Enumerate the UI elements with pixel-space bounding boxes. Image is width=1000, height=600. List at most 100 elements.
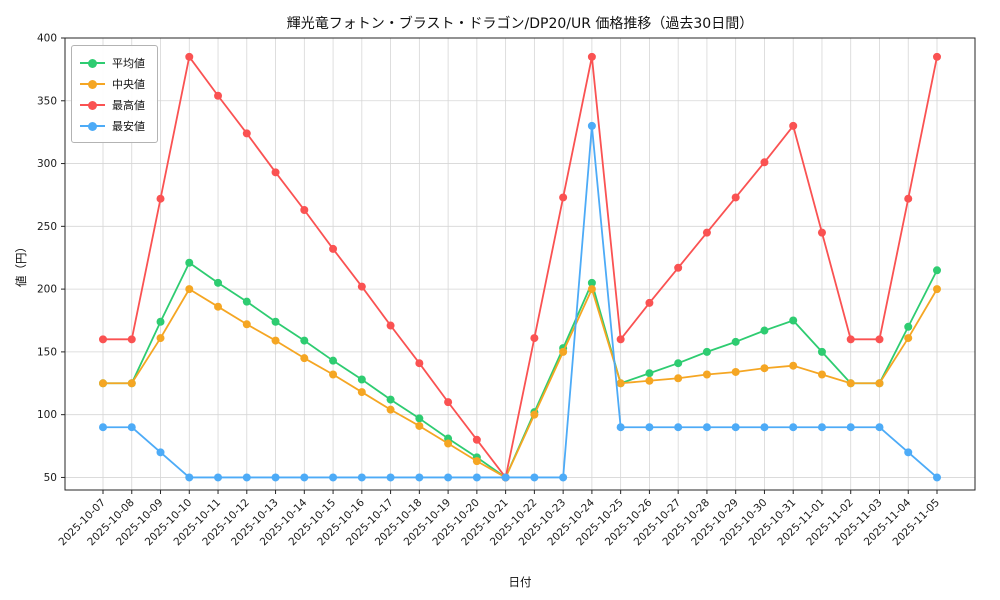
chart-title: 輝光竜フォトン・ブラスト・ドラゴン/DP20/UR 価格推移（過去30日間） <box>286 16 754 32</box>
series-min-marker <box>875 423 884 432</box>
y-tick-label: 400 <box>37 33 57 45</box>
series-average-marker <box>674 359 683 368</box>
series-average-marker <box>242 297 251 306</box>
series-median-marker <box>817 370 826 379</box>
series-min-marker <box>415 473 424 482</box>
series-average-marker <box>185 258 194 267</box>
y-tick-label: 200 <box>37 284 57 296</box>
series-average-marker <box>587 278 596 287</box>
series-average-marker <box>300 336 309 345</box>
legend: 平均値 中央値 最高値 最安値 <box>71 45 158 143</box>
series-median-marker <box>185 285 194 294</box>
series-min-marker <box>444 473 453 482</box>
series-max-marker <box>242 129 251 138</box>
series-min-marker <box>702 423 711 432</box>
series-median-marker <box>702 370 711 379</box>
series-min-marker <box>300 473 309 482</box>
series-median-marker <box>99 379 107 388</box>
series-max-marker <box>156 194 165 203</box>
series-median-marker <box>559 347 568 356</box>
series-min-marker <box>817 423 826 432</box>
series-max-marker <box>817 228 826 237</box>
series-max-marker <box>846 335 855 344</box>
y-tick-label: 100 <box>37 409 57 421</box>
series-average-marker <box>904 322 913 331</box>
series-max-marker <box>616 335 625 344</box>
series-median-marker <box>386 405 395 414</box>
series-max-marker <box>357 282 366 291</box>
series-min-marker <box>271 473 280 482</box>
series-min-marker <box>386 473 395 482</box>
y-tick-label: 50 <box>44 472 57 484</box>
series-min <box>99 121 941 482</box>
series-average-marker <box>933 266 941 275</box>
legend-item-median: 中央値 <box>80 73 145 94</box>
series-median-marker <box>242 320 251 329</box>
series-median-marker <box>904 334 913 343</box>
series-min-marker <box>674 423 683 432</box>
legend-item-max: 最高値 <box>80 94 145 115</box>
series-min-marker <box>472 473 481 482</box>
plot-border <box>64 37 976 491</box>
legend-item-average: 平均値 <box>80 52 145 73</box>
series-min-marker <box>156 448 165 457</box>
series-average-marker <box>415 414 424 423</box>
series-max-marker <box>559 193 568 202</box>
series-median-marker <box>444 439 453 448</box>
series-median-marker <box>875 379 884 388</box>
series-max <box>99 52 941 482</box>
series-max-marker <box>674 263 683 272</box>
series-min-marker <box>329 473 338 482</box>
legend-swatch-median-icon <box>80 79 105 89</box>
legend-swatch-min-icon <box>80 121 105 131</box>
series-median-marker <box>530 410 539 419</box>
legend-swatch-max-icon <box>80 100 105 110</box>
series-median-marker <box>674 374 683 383</box>
series-min-marker <box>933 473 941 482</box>
series-max-marker <box>127 335 136 344</box>
series-average-marker <box>645 369 654 378</box>
series-max-marker <box>415 359 424 368</box>
series-min-marker <box>904 448 913 457</box>
series-max-marker <box>185 52 194 61</box>
series-median-marker <box>271 336 280 345</box>
series-median-marker <box>760 364 769 373</box>
y-tick-labels: 50 100 150 200 250 300 350 400 <box>37 33 57 484</box>
series-max-marker <box>933 52 941 61</box>
series-average-marker <box>271 317 280 326</box>
series-average-marker <box>760 326 769 335</box>
series-median-marker <box>156 334 165 343</box>
series-median-marker <box>616 379 625 388</box>
series-average-marker <box>329 356 338 365</box>
series-min-marker <box>501 473 510 482</box>
y-tick-label: 350 <box>37 95 57 107</box>
series-median-marker <box>789 361 798 370</box>
series-max-marker <box>789 121 798 130</box>
gridlines <box>65 37 975 490</box>
series-min-line <box>102 124 938 479</box>
series-min-marker <box>530 473 539 482</box>
legend-label-average: 平均値 <box>112 56 145 70</box>
series-min-marker <box>99 423 107 432</box>
series-min-marker <box>645 423 654 432</box>
x-axis-label: 日付 <box>508 575 532 589</box>
series-average-marker <box>702 347 711 356</box>
series-max-marker <box>329 244 338 253</box>
series-min-marker <box>760 423 769 432</box>
series-max-marker <box>472 435 481 444</box>
series-median-marker <box>127 379 136 388</box>
series-median-marker <box>300 354 309 363</box>
series-median-marker <box>587 285 596 294</box>
legend-label-max: 最高値 <box>112 98 145 112</box>
series-min-marker <box>185 473 194 482</box>
series-median-marker <box>645 376 654 385</box>
series-median-marker <box>214 302 223 311</box>
series-max-marker <box>386 321 395 330</box>
series-average-marker <box>214 278 223 287</box>
series-min-marker <box>214 473 223 482</box>
series-max-marker <box>300 206 309 215</box>
series-median <box>99 285 941 482</box>
series-min-marker <box>731 423 740 432</box>
tick-marks <box>61 37 938 494</box>
